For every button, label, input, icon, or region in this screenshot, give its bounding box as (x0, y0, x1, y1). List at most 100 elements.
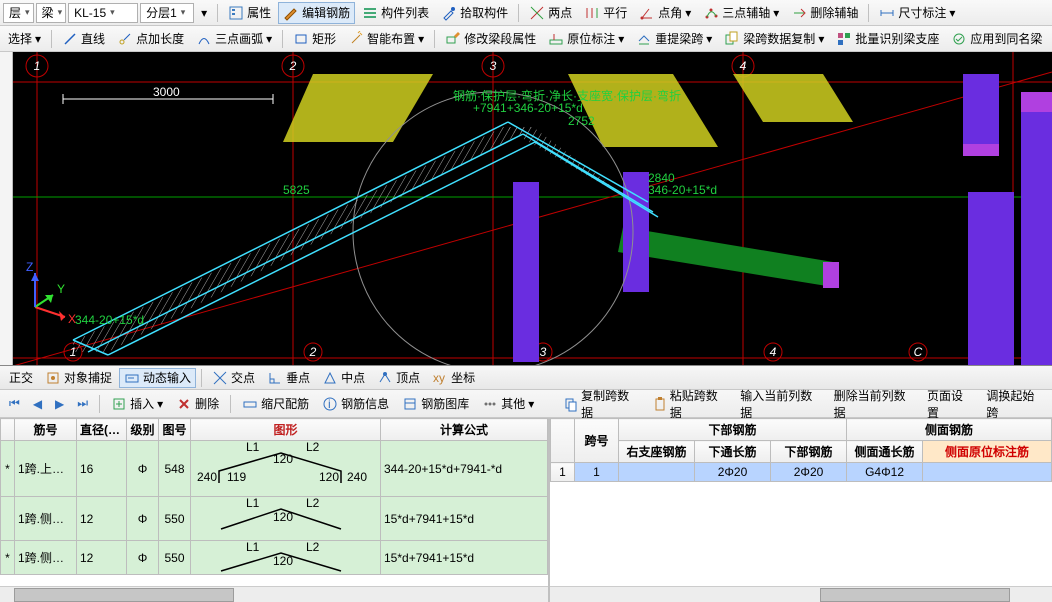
intersect-snap[interactable]: 交点 (207, 368, 260, 388)
rebar-info-button[interactable]: i钢筋信息 (317, 393, 394, 415)
table-row[interactable]: 1 1 2Φ20 2Φ20 G4Φ12 (551, 463, 1052, 482)
mid-icon (322, 370, 338, 386)
table-row[interactable]: * 1跨.侧面构造筋1 12 Φ 550 L1 L2 120 15*d+7941… (1, 541, 548, 575)
attributes-button[interactable]: 属性 (223, 2, 276, 24)
batch-recognize-button[interactable]: 批量识别梁支座 (831, 28, 944, 50)
apex-snap[interactable]: 顶点 (372, 368, 425, 388)
col-mark[interactable] (1, 419, 15, 441)
svg-text:4: 4 (770, 345, 777, 359)
properties-icon (228, 5, 244, 21)
parallel-button[interactable]: 平行 (579, 2, 632, 24)
rect-button[interactable]: 矩形 (288, 28, 341, 50)
col-name[interactable]: 筋号 (15, 419, 77, 441)
point-angle-button[interactable]: 点角▾ (634, 2, 696, 24)
dyninput-toggle[interactable]: 动态输入 (119, 368, 196, 388)
col-side-group[interactable]: 侧面钢筋 (847, 419, 1052, 441)
svg-text:120: 120 (273, 510, 293, 524)
three-point-aux-button[interactable]: 三点辅轴▾ (698, 2, 784, 24)
col-dia[interactable]: 直径(mm) (77, 419, 127, 441)
right-scrollbar[interactable] (550, 586, 1052, 602)
svg-text:240: 240 (347, 470, 367, 484)
point-length-button[interactable]: 点加长度 (112, 28, 189, 50)
col-right-seat[interactable]: 右支座钢筋 (619, 441, 695, 463)
col-code[interactable]: 图号 (159, 419, 191, 441)
delete-button[interactable]: 删除 (171, 393, 224, 415)
svg-text:2: 2 (289, 59, 297, 73)
nav-last[interactable]: ⏭ (72, 393, 93, 415)
svg-text:4: 4 (740, 59, 747, 73)
pencil-icon (283, 5, 299, 21)
col-grade[interactable]: 级别 (127, 419, 159, 441)
paste-span-data-button[interactable]: 粘贴跨数据 (647, 393, 732, 415)
sublayer-dropdown[interactable]: 分层1▾ (140, 3, 194, 23)
component-dropdown[interactable]: KL-15▾ (68, 3, 138, 23)
category-dropdown[interactable]: 梁▾ (36, 3, 67, 23)
table-row[interactable]: * 1跨.上通长筋1 16 Φ 548 L1 L2 120 240 119 12… (1, 441, 548, 497)
viewport-3d[interactable]: 1 2 3 4 1 2 3 4 C (13, 52, 1052, 365)
delete-aux-button[interactable]: 删除辅轴 (786, 2, 863, 24)
perp-snap[interactable]: 垂点 (262, 368, 315, 388)
pick-component-button[interactable]: 拾取构件 (436, 2, 513, 24)
layer-dropdown[interactable]: 层▾ (3, 3, 34, 23)
orig-mark-button[interactable]: 原位标注▾ (543, 28, 629, 50)
info-icon: i (322, 396, 338, 412)
edit-rebar-button[interactable]: 编辑钢筋 (278, 2, 355, 24)
scale-icon (242, 396, 258, 412)
table-row[interactable]: 1跨.侧面构造筋1 12 Φ 550 L1 L2 120 15*d+7941+1… (1, 497, 548, 541)
relift-button[interactable]: 重提梁跨▾ (631, 28, 717, 50)
col-bottom-group[interactable]: 下部钢筋 (619, 419, 847, 441)
osnap-toggle[interactable]: 对象捕捉 (40, 368, 117, 388)
page-settings-button[interactable]: 页面设置 (922, 393, 977, 415)
nav-prev[interactable]: ◀ (28, 393, 47, 415)
ortho-toggle[interactable]: 正交 (4, 368, 38, 388)
nav-next[interactable]: ▶ (50, 393, 69, 415)
col-span-no[interactable]: 跨号 (575, 419, 619, 463)
rebar-table[interactable]: 筋号 直径(mm) 级别 图号 图形 计算公式 * 1跨.上通长筋1 16 Φ … (0, 418, 548, 575)
swap-span-button[interactable]: 调换起始跨 (981, 393, 1048, 415)
copy-icon (563, 396, 578, 412)
component-list-button[interactable]: 构件列表 (357, 2, 434, 24)
copy-data-button[interactable]: 梁跨数据复制▾ (719, 28, 829, 50)
svg-text:xy: xy (433, 371, 445, 385)
eyedropper-icon (441, 5, 457, 21)
scale-fit-button[interactable]: 缩尺配筋 (237, 393, 314, 415)
modify-span-attr-button[interactable]: 修改梁段属性 (440, 28, 541, 50)
svg-text:5825: 5825 (283, 183, 310, 197)
input-current-button[interactable]: 输入当前列数据 (735, 393, 824, 415)
left-scrollbar[interactable] (0, 586, 548, 602)
dimension-annot-button[interactable]: 尺寸标注▾ (874, 2, 960, 24)
line-button[interactable]: 直线 (57, 28, 110, 50)
smart-arrange-button[interactable]: 智能布置▾ (343, 28, 429, 50)
paste-icon (652, 396, 667, 412)
col-formula[interactable]: 计算公式 (381, 419, 548, 441)
col-bot-through[interactable]: 下通长筋 (695, 441, 771, 463)
col-side-orig[interactable]: 侧面原位标注筋 (923, 441, 1052, 463)
two-point-icon (529, 5, 545, 21)
select-button[interactable]: 选择▾ (3, 28, 46, 50)
span-table[interactable]: 跨号 下部钢筋 侧面钢筋 右支座钢筋 下通长筋 下部钢筋 侧面通长筋 侧面原位标… (550, 418, 1052, 482)
three-point-arc-button[interactable]: 三点画弧▾ (191, 28, 277, 50)
svg-text:3: 3 (540, 345, 547, 359)
other-button[interactable]: 其他▾ (477, 393, 539, 415)
relift-icon (636, 31, 652, 47)
col-shape[interactable]: 图形 (191, 419, 381, 441)
coord-snap[interactable]: xy坐标 (427, 368, 480, 388)
dyninput-icon (124, 370, 140, 386)
svg-text:X: X (68, 312, 76, 326)
nav-first[interactable]: ⏮ (4, 393, 25, 415)
delete-current-button[interactable]: 删除当前列数据 (829, 393, 918, 415)
batch-icon (836, 31, 852, 47)
two-point-button[interactable]: 两点 (524, 2, 577, 24)
perp-icon (267, 370, 283, 386)
rebar-lib-button[interactable]: 钢筋图库 (397, 393, 474, 415)
mid-snap[interactable]: 中点 (317, 368, 370, 388)
insert-button[interactable]: 插入▾ (106, 393, 168, 415)
arc-icon (196, 31, 212, 47)
apply-same-button[interactable]: 应用到同名梁 (946, 28, 1047, 50)
col-bot[interactable]: 下部钢筋 (771, 441, 847, 463)
col-side-through[interactable]: 侧面通长筋 (847, 441, 923, 463)
copy-span-data-button[interactable]: 复制跨数据 (558, 393, 643, 415)
osnap-icon (45, 370, 61, 386)
svg-text:L1: L1 (246, 541, 260, 554)
dropdown-arrow[interactable]: ▾ (196, 2, 212, 24)
